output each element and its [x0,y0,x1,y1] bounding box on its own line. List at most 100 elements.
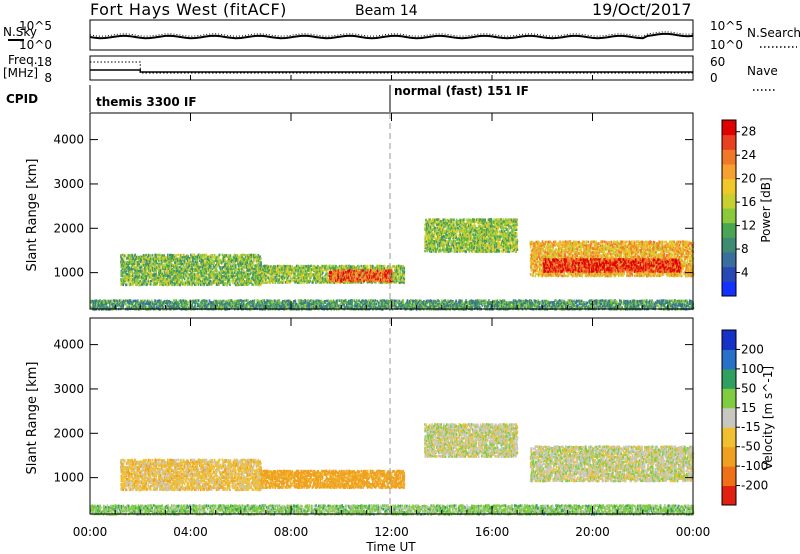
data-cell [210,271,213,275]
data-cell [164,255,166,259]
data-cell [125,264,128,268]
data-cell [124,281,126,284]
data-cell [218,266,221,269]
data-cell [184,283,186,287]
data-cell [185,262,188,266]
data-cell [236,267,239,271]
data-cell [125,272,128,276]
data-cell [209,268,212,271]
data-cell [172,255,174,258]
data-cell [214,269,216,273]
data-cell [150,272,153,276]
data-cell [178,269,181,273]
data-cell [152,283,155,286]
data-cell [126,279,128,283]
data-cell [180,264,182,268]
data-cell [493,232,495,235]
data-cell [216,281,218,285]
data-cell [163,257,166,260]
data-cell [207,262,209,266]
data-cell [139,276,141,280]
data-cell [240,280,242,283]
data-cell [207,281,209,285]
data-cell [241,278,243,281]
data-cell [218,264,220,267]
data-cell [209,269,211,273]
data-cell [161,279,163,283]
data-cell [176,276,179,279]
data-cell [204,278,207,281]
data-cell [136,263,138,267]
data-cell [186,271,189,274]
data-cell [164,276,166,279]
data-cell [194,263,197,267]
data-cell [209,262,212,265]
data-cell [137,262,139,266]
data-cell [171,280,173,283]
data-cell [235,278,238,281]
data-cell [184,264,187,268]
data-cell [190,260,192,264]
data-cell [208,267,210,271]
data-cell [197,263,199,266]
data-cell [186,280,188,283]
data-cell [238,264,241,267]
data-cell [219,276,221,280]
data-cell [198,269,200,273]
data-cell [227,275,229,278]
data-cell [191,274,193,278]
data-cell [123,272,125,276]
data-cell [162,278,164,281]
data-cell [182,282,184,286]
data-cell [205,269,207,273]
data-cell [237,273,240,276]
data-cell [243,269,245,272]
data-cell [234,254,236,257]
data-cell [213,281,216,285]
data-cell [165,267,167,271]
data-cell [179,256,182,259]
data-cell [191,273,193,276]
data-cell [208,265,210,269]
data-cell [194,268,197,271]
data-cell [169,273,172,276]
data-cell [169,274,172,278]
data-cell [149,274,152,277]
data-cell [142,281,145,285]
data-cell [126,262,128,266]
data-cell [202,283,204,286]
data-cell [184,257,186,260]
data-cell [463,218,466,221]
data-cell [156,262,159,266]
data-cell [187,255,190,258]
data-cell [145,271,147,274]
data-cell [191,263,193,266]
data-cell [156,279,158,283]
data-cell [403,277,406,281]
data-cell [498,242,501,245]
data-cell [171,271,173,275]
data-cell [192,282,194,285]
data-cell [234,257,236,260]
data-cell [267,265,269,268]
data-cell [171,267,173,271]
data-cell [183,281,185,284]
data-cell [155,281,158,284]
data-cell [234,277,236,281]
data-cell [187,278,190,282]
data-cell [163,272,166,276]
data-cell [163,254,165,257]
data-cell [121,263,123,267]
data-cell [199,253,201,257]
freq-panel: Freq. [MHz] 18 8 60 0 Nave [3,53,778,91]
data-cell [212,272,215,276]
data-cell [197,283,200,286]
data-cell [145,253,147,257]
data-cell [223,278,225,281]
data-cell [200,258,203,262]
data-cell [226,283,228,287]
data-cell [196,255,198,259]
data-cell [209,279,212,283]
data-cell [196,269,199,273]
data-cell [131,259,133,262]
